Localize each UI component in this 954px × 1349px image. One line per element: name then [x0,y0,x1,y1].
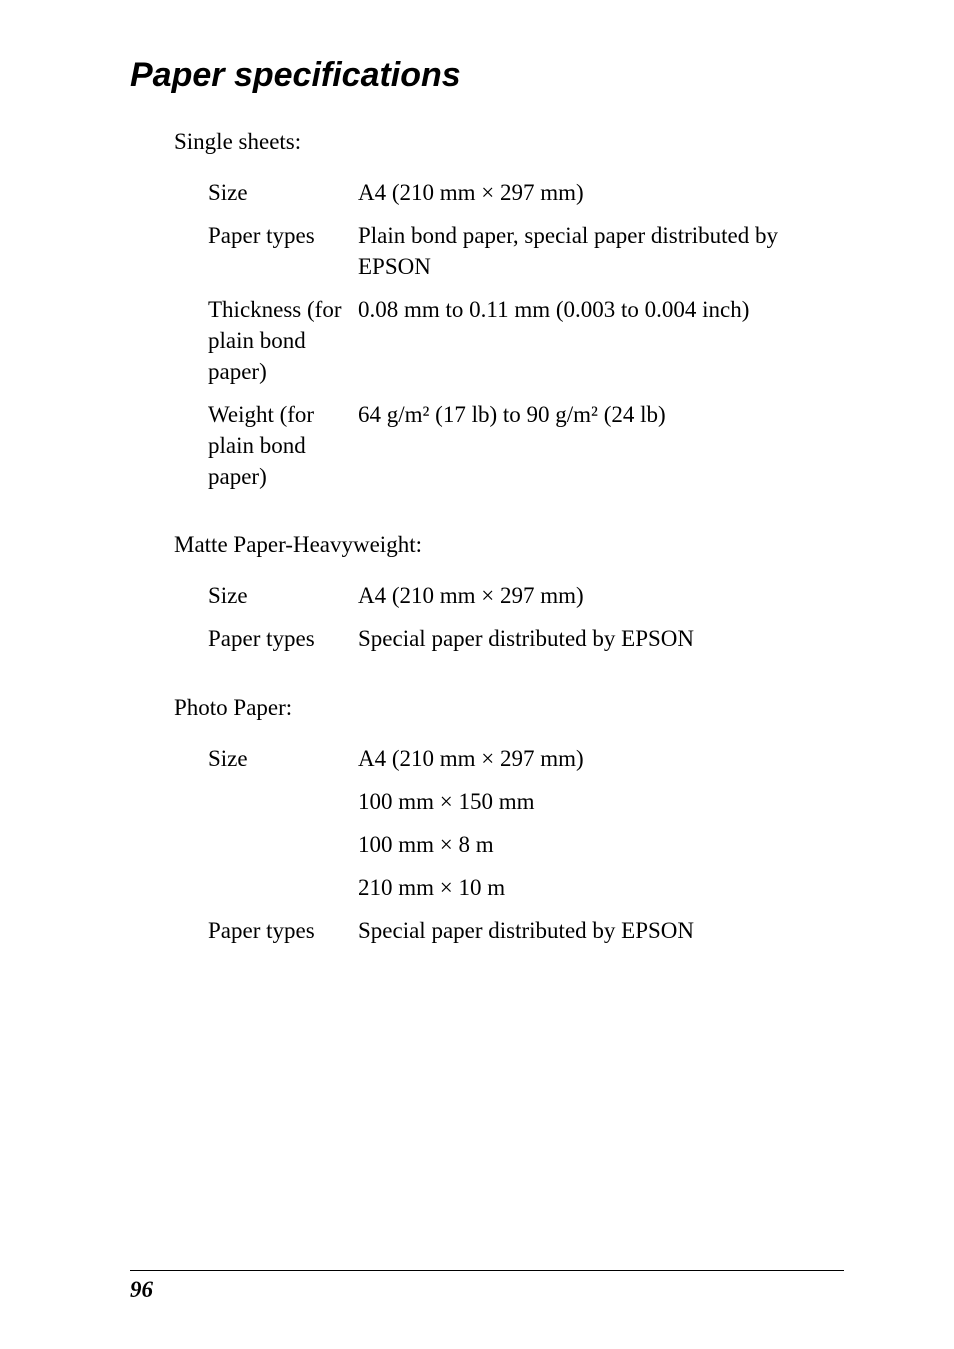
spec-val-thickness: 0.08 mm to 0.11 mm (0.003 to 0.004 inch) [358,294,844,325]
spec-key-thickness: Thickness (for plain bond paper) [208,294,358,387]
spec-val-size-3: 100 mm × 8 m [358,829,844,860]
spec-val-paper-types: Plain bond paper, special paper distribu… [358,220,844,282]
spec-row: Paper types Special paper distributed by… [208,915,844,946]
spec-row: Thickness (for plain bond paper) 0.08 mm… [208,294,844,387]
spec-row: Size A4 (210 mm × 297 mm) [208,743,844,774]
spec-key-size: Size [208,580,358,611]
spec-val-size: A4 (210 mm × 297 mm) [358,743,844,774]
spec-row: 100 mm × 8 m [208,829,844,860]
spec-val-weight: 64 g/m² (17 lb) to 90 g/m² (24 lb) [358,399,844,430]
spec-row: 100 mm × 150 mm [208,786,844,817]
spec-block-photo: Size A4 (210 mm × 297 mm) 100 mm × 150 m… [208,743,844,946]
spec-key-size: Size [208,177,358,208]
spec-row: Paper types Special paper distributed by… [208,623,844,654]
spec-val-paper-types: Special paper distributed by EPSON [358,915,844,946]
spec-val-paper-types: Special paper distributed by EPSON [358,623,844,654]
spec-val-size-2: 100 mm × 150 mm [358,786,844,817]
spec-key-size: Size [208,743,358,774]
spec-block-single-sheets: Size A4 (210 mm × 297 mm) Paper types Pl… [208,177,844,492]
spec-row: Size A4 (210 mm × 297 mm) [208,177,844,208]
page-number: 96 [130,1277,844,1303]
spec-key-paper-types: Paper types [208,623,358,654]
spec-val-size: A4 (210 mm × 297 mm) [358,177,844,208]
footer-rule [130,1270,844,1271]
page-footer: 96 [130,1270,844,1303]
spec-row: Weight (for plain bond paper) 64 g/m² (1… [208,399,844,492]
spec-key-weight: Weight (for plain bond paper) [208,399,358,492]
spec-key-paper-types: Paper types [208,915,358,946]
group-label-matte: Matte Paper-Heavyweight: [174,532,844,558]
spec-row: Size A4 (210 mm × 297 mm) [208,580,844,611]
page: Paper specifications Single sheets: Size… [0,0,954,1349]
spec-row: Paper types Plain bond paper, special pa… [208,220,844,282]
spec-val-size: A4 (210 mm × 297 mm) [358,580,844,611]
section-title: Paper specifications [130,56,844,95]
spec-val-size-4: 210 mm × 10 m [358,872,844,903]
spec-key-paper-types: Paper types [208,220,358,251]
group-label-photo: Photo Paper: [174,695,844,721]
group-label-single-sheets: Single sheets: [174,129,844,155]
spec-block-matte: Size A4 (210 mm × 297 mm) Paper types Sp… [208,580,844,654]
spec-row: 210 mm × 10 m [208,872,844,903]
